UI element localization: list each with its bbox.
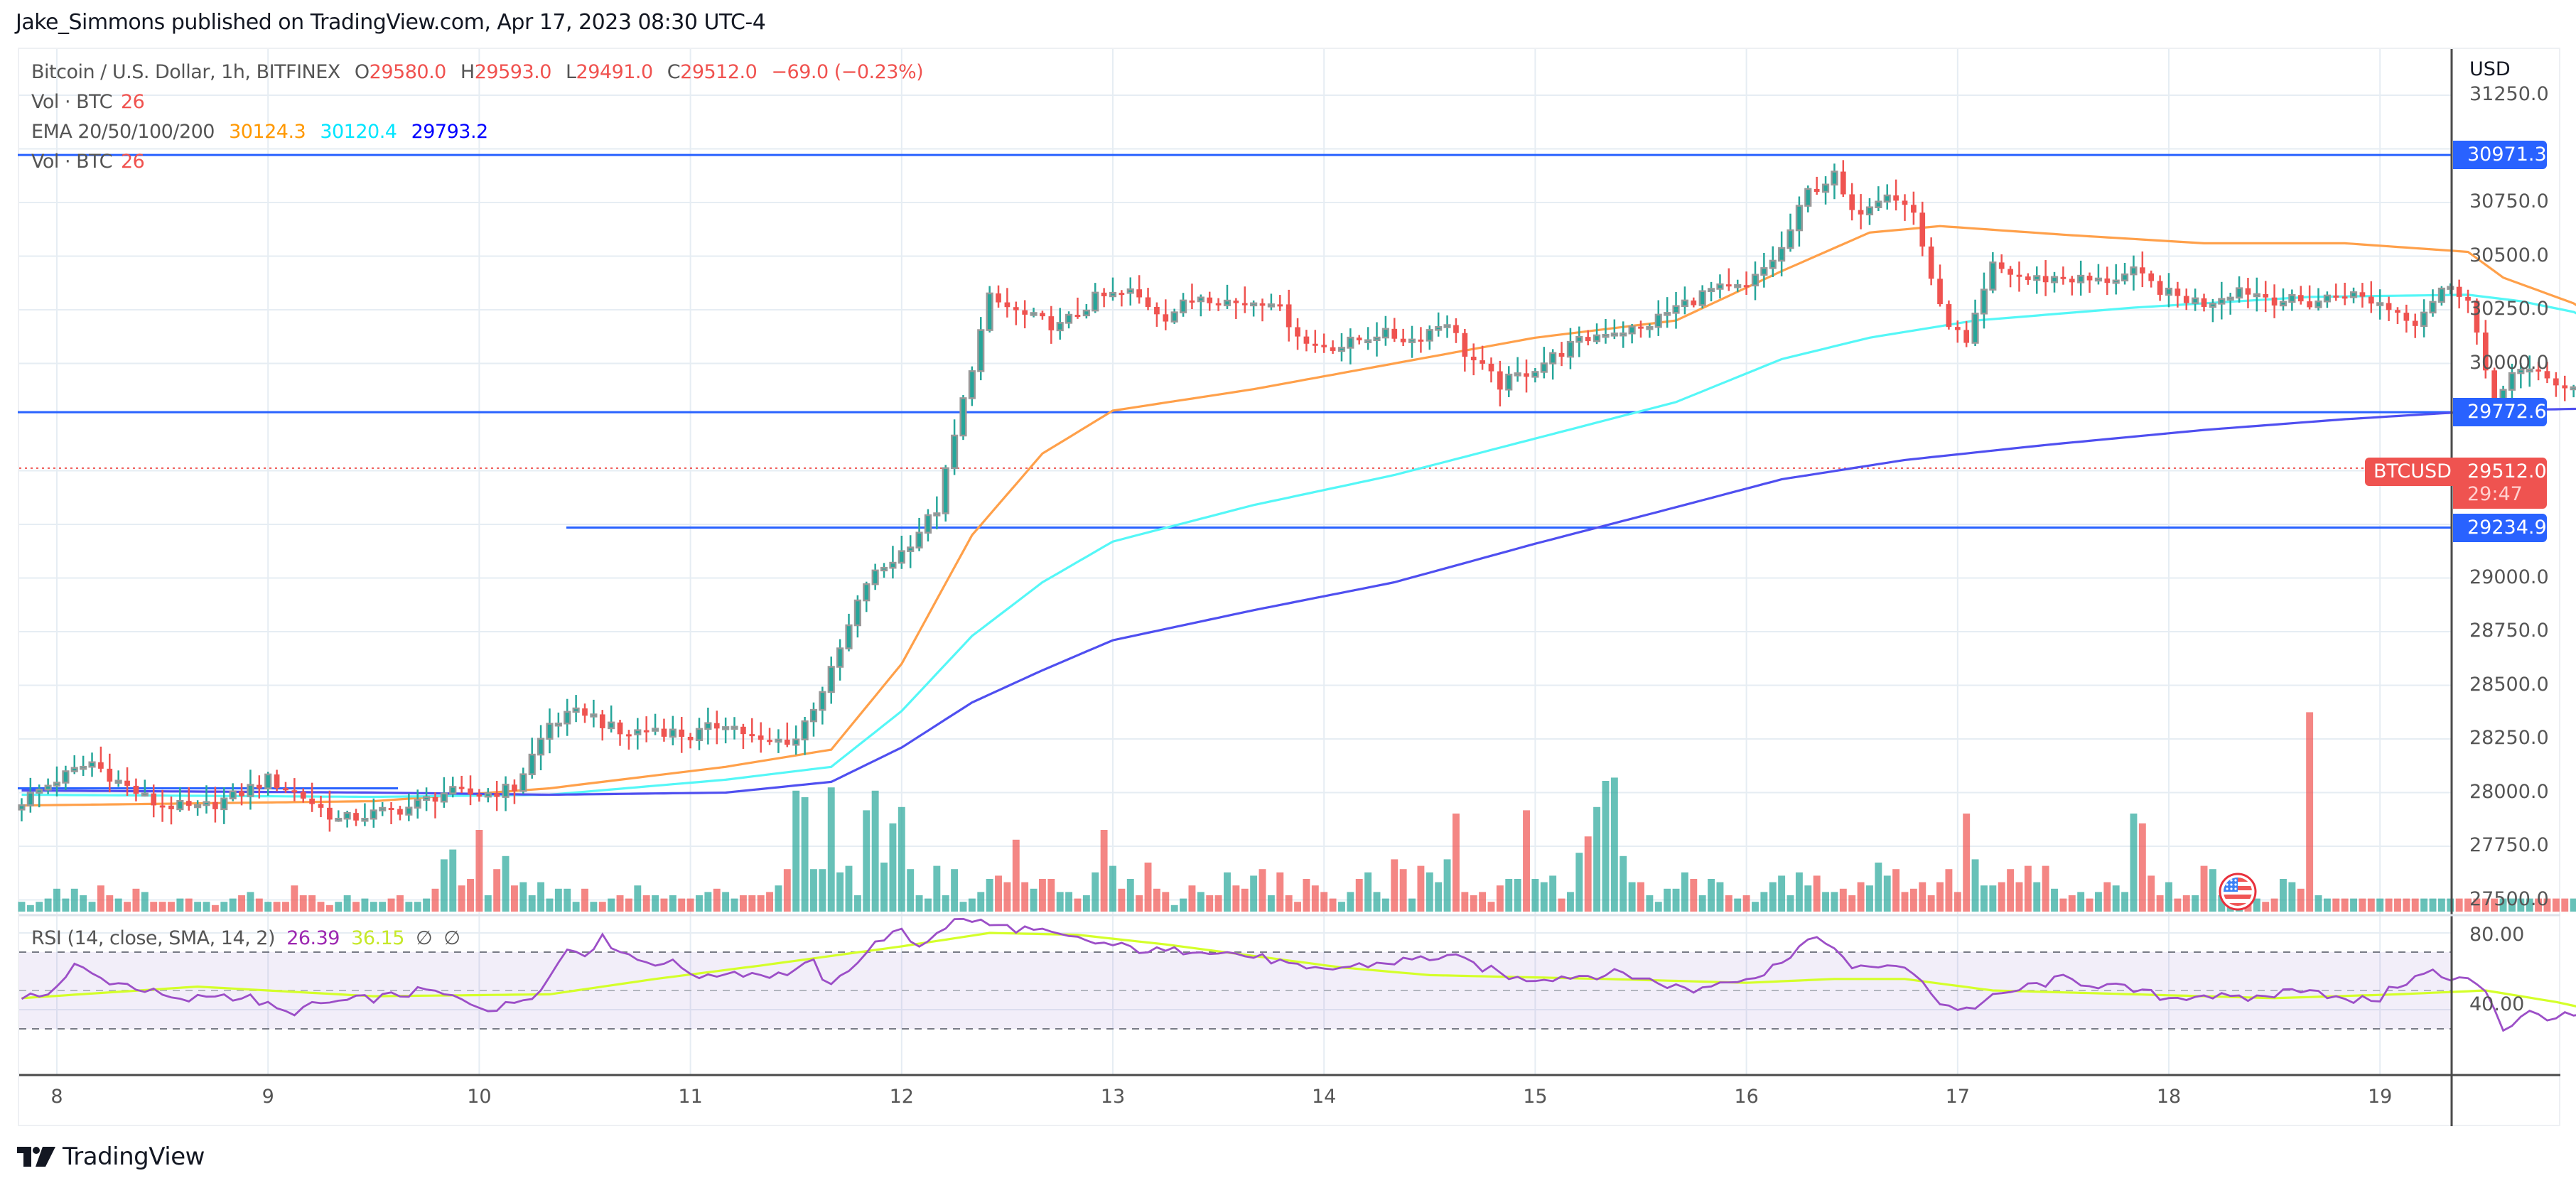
- volume-value: 26: [120, 91, 145, 113]
- rsi-band: [19, 951, 2452, 1030]
- price-tick: 30000.0: [2469, 351, 2549, 374]
- level-badge: 29234.9: [2453, 513, 2547, 542]
- close-label: C: [667, 61, 681, 83]
- symbol-name: Bitcoin / U.S. Dollar, 1h, BITFINEX: [31, 61, 340, 83]
- price-tick: 28500.0: [2469, 673, 2549, 696]
- low-value: 29491.0: [576, 61, 654, 83]
- time-tick: 8: [50, 1086, 63, 1108]
- price-tick: 31250.0: [2469, 83, 2549, 105]
- published-note: Jake_Simmons published on TradingView.co…: [16, 10, 766, 35]
- horizontal-levels: [18, 153, 2452, 789]
- ema100-value: 29793.2: [411, 121, 489, 143]
- ema-legend[interactable]: EMA 20/50/100/200 30124.3 30120.4 29793.…: [31, 121, 497, 143]
- price-tick: 27750.0: [2469, 834, 2549, 856]
- last-price: 29512.0: [2467, 460, 2547, 482]
- price-tick: 28000.0: [2469, 780, 2549, 803]
- open-value: 29580.0: [369, 61, 447, 83]
- time-tick: 12: [889, 1086, 914, 1108]
- symbol-badge: BTCUSD: [2365, 458, 2460, 486]
- rsi-label: RSI (14, close, SMA, 14, 2): [31, 927, 276, 949]
- tradingview-logo[interactable]: TradingView: [17, 1143, 205, 1171]
- rsi-value: 26.39: [286, 927, 340, 949]
- axis-borders: [19, 49, 2560, 1126]
- high-label: H: [460, 61, 475, 83]
- price-tick: 30750.0: [2469, 190, 2549, 212]
- brand-name: TradingView: [63, 1143, 205, 1171]
- time-tick: 15: [1523, 1086, 1548, 1108]
- rsi-tick-80: 80.00: [2469, 924, 2525, 946]
- time-tick: 19: [2368, 1086, 2393, 1108]
- volume-value-2: 26: [120, 151, 145, 173]
- time-tick: 14: [1312, 1086, 1337, 1108]
- high-value: 29593.0: [474, 61, 552, 83]
- bar-countdown: 29:47: [2467, 483, 2523, 505]
- tradingview-logo-icon: [17, 1147, 55, 1167]
- time-tick: 18: [2156, 1086, 2182, 1108]
- na-value-2: ∅: [443, 927, 460, 949]
- time-tick: 13: [1100, 1086, 1126, 1108]
- price-tick: 28250.0: [2469, 727, 2549, 749]
- volume-legend-2[interactable]: Vol · BTC 26: [31, 151, 153, 173]
- rsi-tick-40: 40.00: [2469, 993, 2525, 1015]
- price-tick: 30250.0: [2469, 298, 2549, 320]
- last-price-badge: 29512.0 29:47: [2453, 458, 2547, 509]
- rsi-lines: [21, 917, 2576, 1032]
- level-badge: 30971.3: [2453, 141, 2547, 170]
- time-tick: 17: [1945, 1086, 1970, 1108]
- ema-lines: [21, 225, 2576, 807]
- symbol-legend[interactable]: Bitcoin / U.S. Dollar, 1h, BITFINEX O295…: [31, 61, 932, 83]
- grid-lines: [19, 49, 2452, 1075]
- change-value: −69.0 (−0.23%): [771, 61, 924, 83]
- volume-legend[interactable]: Vol · BTC 26: [31, 91, 153, 113]
- price-tick: 28750.0: [2469, 620, 2549, 642]
- rsi-sma-value: 36.15: [351, 927, 404, 949]
- us-flag-icon[interactable]: [2219, 873, 2257, 911]
- time-tick: 11: [678, 1086, 703, 1108]
- ema50-value: 30120.4: [320, 121, 397, 143]
- volume-bars: [18, 712, 2576, 912]
- na-value-1: ∅: [416, 927, 433, 949]
- open-label: O: [354, 61, 370, 83]
- ema20-value: 30124.3: [229, 121, 306, 143]
- low-label: L: [565, 61, 576, 83]
- volume-label: Vol · BTC: [31, 91, 112, 113]
- ema-label: EMA 20/50/100/200: [31, 121, 215, 143]
- candlesticks: [18, 160, 2576, 832]
- time-tick: 10: [467, 1086, 492, 1108]
- time-tick: 9: [262, 1086, 274, 1108]
- chart-frame: [18, 48, 2560, 1126]
- price-tick: 27500.0: [2469, 887, 2549, 910]
- rsi-legend[interactable]: RSI (14, close, SMA, 14, 2) 26.39 36.15 …: [31, 927, 460, 949]
- level-badge: 29772.6: [2453, 398, 2547, 427]
- price-tick: 29000.0: [2469, 566, 2549, 588]
- time-tick: 16: [1734, 1086, 1759, 1108]
- price-tick: 30500.0: [2469, 244, 2549, 266]
- volume-label-2: Vol · BTC: [31, 151, 112, 173]
- close-value: 29512.0: [680, 61, 758, 83]
- currency-label: USD: [2469, 58, 2511, 80]
